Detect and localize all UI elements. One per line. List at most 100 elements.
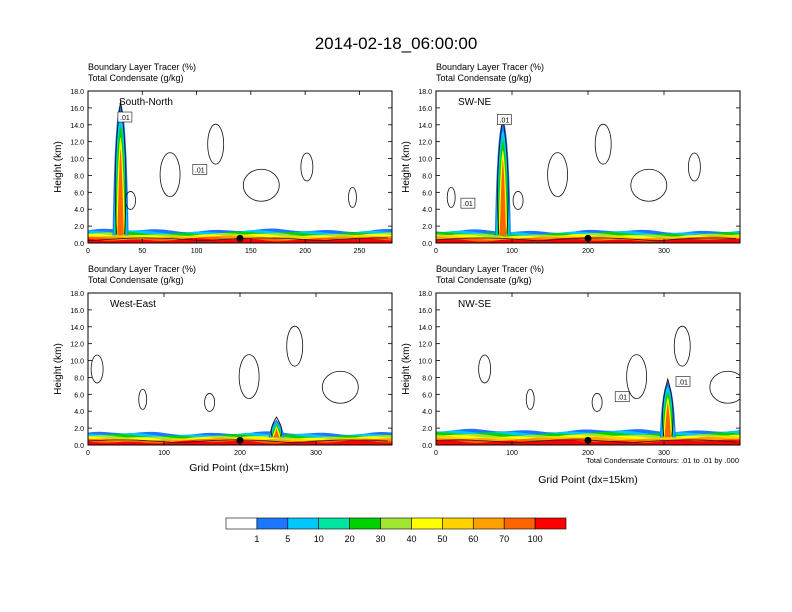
x-tick-label: 200 (582, 450, 594, 457)
y-axis-label: Height (km) (401, 141, 412, 193)
y-tick-label: 8.0 (74, 375, 84, 382)
panel-field-label-1: Boundary Layer Tracer (%) (436, 62, 544, 72)
panel-sw-ne: Boundary Layer Tracer (%)Total Condensat… (401, 62, 741, 255)
panel-frame (435, 90, 741, 244)
y-tick-label: 8.0 (74, 173, 84, 180)
colorbar-tick-label: 10 (314, 534, 324, 544)
y-tick-label: 14.0 (70, 123, 84, 130)
x-tick-label: 100 (506, 450, 518, 457)
condensate-contour (673, 325, 691, 367)
y-tick-label: 0.0 (74, 443, 84, 450)
contour-note: Total Condensate Contours: .01 to .01 by… (586, 456, 739, 465)
panel-name-nw-se: NW-SE (458, 299, 491, 310)
condensate-contour (90, 354, 104, 384)
y-tick-label: 12.0 (70, 140, 84, 147)
colorbar-swatch (411, 517, 443, 530)
y-tick-label: 2.0 (74, 426, 84, 433)
colorbar-swatch (349, 517, 381, 530)
panel-plot-area (88, 325, 392, 445)
y-tick-label: 0.0 (422, 241, 432, 248)
colorbar-swatch (287, 517, 320, 530)
y-tick-label: 18.0 (418, 291, 432, 298)
x-tick-label: 300 (310, 450, 322, 457)
condensate-contour (238, 354, 260, 400)
condensate-contour (688, 152, 701, 182)
location-marker (584, 234, 592, 242)
y-tick-label: 10.0 (418, 359, 432, 366)
y-axis-label: Height (km) (401, 343, 412, 395)
x-tick-label: 200 (582, 248, 594, 255)
y-tick-label: 6.0 (74, 190, 84, 197)
colorbar-swatch (503, 517, 536, 530)
y-tick-label: 10.0 (418, 157, 432, 164)
condensate-contour (478, 354, 492, 384)
x-axis-label-west-east: Grid Point (dx=15km) (189, 462, 289, 474)
condensate-contour (626, 354, 648, 400)
x-tick-label: 0 (86, 248, 90, 255)
y-tick-label: 6.0 (422, 392, 432, 399)
x-tick-label: 100 (158, 450, 170, 457)
condensate-contour (512, 191, 524, 210)
x-tick-label: 250 (354, 248, 366, 255)
y-tick-label: 0.0 (74, 241, 84, 248)
contour-label: .01 (500, 118, 510, 125)
y-tick-label: 18.0 (70, 89, 84, 96)
y-axis-label: Height (km) (53, 141, 64, 193)
contour-label: .01 (195, 167, 205, 174)
y-axis-label: Height (km) (53, 343, 64, 395)
x-tick-label: 0 (434, 248, 438, 255)
panel-south-north: Boundary Layer Tracer (%)Total Condensat… (53, 62, 393, 255)
condensate-contour (525, 388, 535, 410)
colorbar-tick-label: 50 (437, 534, 447, 544)
y-tick-label: 16.0 (70, 308, 84, 315)
contour-label-box (192, 164, 208, 175)
y-tick-label: 14.0 (418, 123, 432, 130)
condensate-contour (138, 388, 148, 410)
y-tick-label: 4.0 (74, 409, 84, 416)
y-tick-label: 8.0 (422, 173, 432, 180)
y-tick-label: 10.0 (70, 157, 84, 164)
panel-west-east: Boundary Layer Tracer (%)Total Condensat… (53, 264, 393, 457)
plume-layer-5 (664, 401, 671, 438)
y-tick-label: 10.0 (70, 359, 84, 366)
colorbar-swatch (256, 517, 289, 530)
x-tick-label: 200 (299, 248, 311, 255)
plume-layer-5 (499, 159, 507, 236)
x-tick-label: 0 (434, 450, 438, 457)
contour-label-box (675, 376, 691, 387)
panels-group: Boundary Layer Tracer (%) Total Condensat… (53, 62, 741, 457)
panel-name-south-north: South-North (119, 97, 173, 108)
panel-plot-area: .01 .01 (436, 114, 740, 243)
y-tick-label: 16.0 (70, 106, 84, 113)
y-tick-label: 2.0 (74, 224, 84, 231)
terrain-line (88, 439, 389, 444)
location-marker (236, 436, 244, 444)
condensate-contour (547, 152, 568, 198)
y-tick-label: 18.0 (418, 89, 432, 96)
x-tick-label: 100 (191, 248, 203, 255)
colorbar-swatch (380, 517, 412, 530)
figure-title: 2014-02-18_06:00:00 (315, 34, 478, 53)
contour-label-box (117, 111, 133, 123)
condensate-contour (159, 152, 181, 198)
condensate-contour (591, 393, 603, 412)
condensate-contour (300, 152, 314, 182)
x-tick-label: 0 (86, 450, 90, 457)
contour-label: .01 (120, 115, 130, 122)
condensate-contour (242, 168, 280, 202)
x-tick-label: 300 (658, 248, 670, 255)
x-tick-label: 100 (506, 248, 518, 255)
y-tick-label: 4.0 (422, 207, 432, 214)
colorbar-swatch (225, 517, 258, 530)
plume-contour (270, 416, 283, 437)
y-tick-label: 16.0 (418, 106, 432, 113)
terrain-line (436, 237, 737, 242)
panel-field-label-2: Total Condensate (g/kg) (88, 275, 184, 285)
plume-contour (662, 377, 674, 437)
y-tick-label: 2.0 (422, 426, 432, 433)
panel-plot-area: .01 .01 (436, 325, 740, 445)
condensate-contour (286, 325, 304, 367)
y-tick-label: 14.0 (70, 325, 84, 332)
panel-frame (87, 90, 393, 244)
